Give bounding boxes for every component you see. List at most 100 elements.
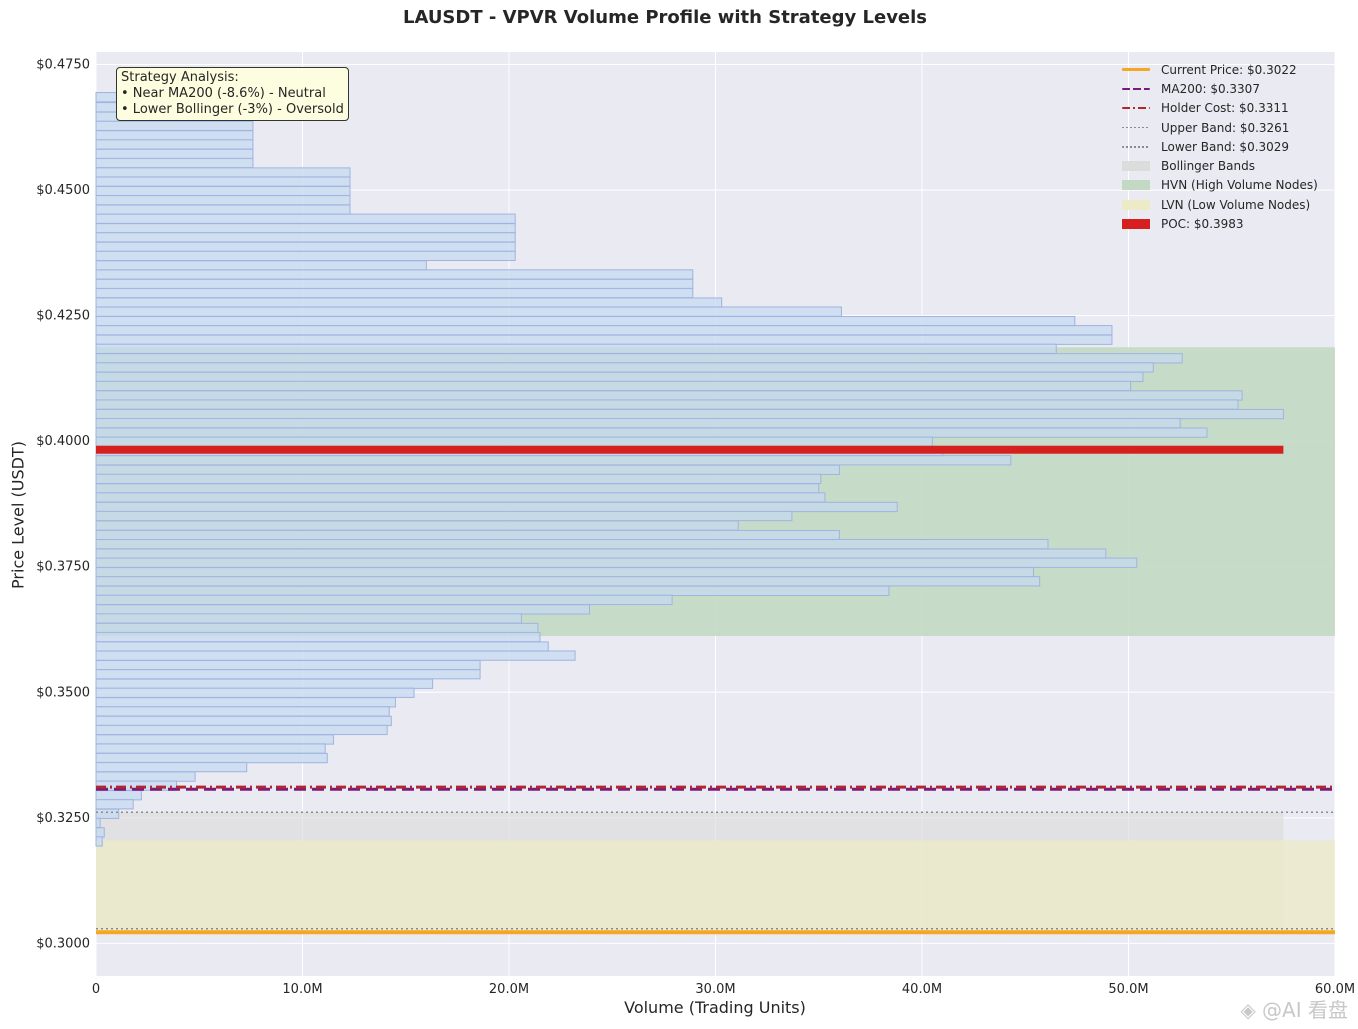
volume-bar bbox=[95, 306, 842, 317]
volume-bar bbox=[95, 213, 516, 224]
legend-swatch bbox=[1122, 161, 1150, 172]
volume-bar bbox=[95, 510, 793, 522]
volume-bar bbox=[95, 436, 933, 447]
x-axis-label: Volume (Trading Units) bbox=[624, 998, 806, 1017]
volume-bar bbox=[95, 380, 1132, 392]
volume-bar bbox=[95, 585, 890, 596]
volume-bar bbox=[95, 724, 388, 736]
volume-bar bbox=[95, 269, 694, 280]
legend-line-sample bbox=[1122, 146, 1150, 148]
volume-bar bbox=[95, 557, 1138, 568]
volume-bar bbox=[95, 650, 576, 661]
x-tick-label: 0 bbox=[92, 982, 100, 997]
volume-bar bbox=[95, 120, 254, 131]
volume-bar bbox=[95, 464, 840, 475]
volume-bar bbox=[95, 836, 103, 847]
volume-bar bbox=[95, 706, 390, 717]
volume-bar bbox=[95, 353, 1183, 364]
volume-bar bbox=[95, 316, 1076, 327]
x-tick-label: 60.0M bbox=[1315, 982, 1355, 997]
volume-bar bbox=[95, 399, 1239, 410]
volume-bar bbox=[95, 148, 254, 160]
y-tick-label: $0.4750 bbox=[36, 58, 90, 73]
volume-bar bbox=[95, 325, 1113, 336]
y-tick-label: $0.3250 bbox=[36, 811, 90, 826]
x-tick-label: 50.0M bbox=[1108, 982, 1148, 997]
chart-title: LAUSDT - VPVR Volume Profile with Strate… bbox=[402, 7, 928, 28]
legend-label: Upper Band: $0.3261 bbox=[1161, 120, 1290, 135]
legend-label: Bollinger Bands bbox=[1161, 159, 1255, 174]
legend-label: Lower Band: $0.3029 bbox=[1161, 139, 1290, 154]
legend-item: Upper Band: $0.3261 bbox=[1122, 118, 1318, 137]
volume-bar bbox=[95, 501, 898, 513]
volume-bar bbox=[95, 827, 105, 838]
legend-swatch bbox=[1122, 64, 1150, 76]
volume-bar bbox=[95, 548, 1107, 559]
legend-swatch bbox=[1122, 102, 1150, 114]
chart-legend: Current Price: $0.3022 MA200: $0.3307 Hold… bbox=[1122, 60, 1318, 234]
legend-label: Current Price: $0.3022 bbox=[1161, 62, 1297, 77]
volume-bar bbox=[95, 734, 334, 745]
volume-bar bbox=[95, 223, 516, 234]
legend-label: LVN (Low Volume Nodes) bbox=[1161, 197, 1311, 212]
volume-bar bbox=[95, 529, 840, 541]
y-tick-label: $0.4250 bbox=[36, 309, 90, 324]
volume-bar bbox=[95, 334, 1113, 345]
volume-bar bbox=[95, 752, 328, 764]
volume-bar bbox=[95, 520, 739, 531]
volume-bar bbox=[95, 790, 142, 801]
legend-label: POC: $0.3983 bbox=[1161, 217, 1244, 232]
volume-bar bbox=[95, 185, 351, 197]
legend-swatch bbox=[1122, 83, 1150, 95]
legend-item: HVN (High Volume Nodes) bbox=[1122, 176, 1318, 195]
strategy-annotation: Strategy Analysis: • Near MA200 (-8.6%) … bbox=[116, 67, 349, 121]
y-tick-label: $0.3750 bbox=[36, 560, 90, 575]
volume-bar bbox=[95, 250, 516, 262]
legend-line-sample bbox=[1122, 126, 1150, 129]
volume-bar bbox=[95, 287, 694, 299]
x-tick-label: 20.0M bbox=[489, 982, 529, 997]
legend-item: Holder Cost: $0.3311 bbox=[1122, 99, 1318, 118]
volume-bar bbox=[95, 362, 1154, 373]
volume-bar bbox=[95, 492, 826, 503]
volume-bar bbox=[95, 567, 1035, 578]
x-tick-label: 10.0M bbox=[282, 982, 322, 997]
y-tick-label: $0.4000 bbox=[36, 434, 90, 449]
volume-bar bbox=[95, 641, 549, 652]
volume-bar bbox=[95, 808, 120, 819]
volume-bar bbox=[95, 408, 1284, 420]
annotation-line: • Lower Bollinger (-3%) - Oversold bbox=[121, 102, 344, 117]
volume-bar bbox=[95, 455, 1012, 466]
volume-bar bbox=[95, 538, 1049, 550]
volume-bar bbox=[95, 622, 539, 634]
volume-bar bbox=[95, 167, 351, 178]
annotation-line: • Near MA200 (-8.6%) - Neutral bbox=[121, 86, 326, 101]
volume-bar bbox=[95, 576, 1041, 587]
legend-swatch bbox=[1122, 219, 1150, 230]
x-tick-label: 40.0M bbox=[902, 982, 942, 997]
volume-bar bbox=[95, 715, 392, 727]
volume-bar bbox=[95, 613, 522, 624]
volume-bar bbox=[95, 297, 723, 308]
volume-bar bbox=[95, 260, 427, 271]
volume-bar bbox=[95, 343, 1057, 354]
legend-item: LVN (Low Volume Nodes) bbox=[1122, 195, 1318, 214]
legend-item: Lower Band: $0.3029 bbox=[1122, 137, 1318, 156]
volume-bar bbox=[95, 631, 541, 643]
legend-line-sample bbox=[1122, 106, 1150, 110]
volume-bar bbox=[95, 427, 1208, 438]
legend-line-sample bbox=[1122, 68, 1150, 72]
volume-bar bbox=[95, 139, 254, 150]
volume-bar bbox=[95, 241, 516, 252]
volume-bar bbox=[95, 157, 254, 169]
y-tick-label: $0.3000 bbox=[36, 936, 90, 951]
x-tick-label: 30.0M bbox=[695, 982, 735, 997]
volume-bar bbox=[95, 194, 351, 206]
volume-bar bbox=[95, 417, 1181, 429]
legend-swatch bbox=[1122, 199, 1150, 210]
y-axis-label: Price Level (USDT) bbox=[8, 441, 28, 589]
volume-bar bbox=[95, 799, 134, 810]
volume-bar bbox=[95, 771, 196, 782]
volume-bar bbox=[95, 473, 822, 484]
legend-swatch bbox=[1122, 180, 1150, 191]
